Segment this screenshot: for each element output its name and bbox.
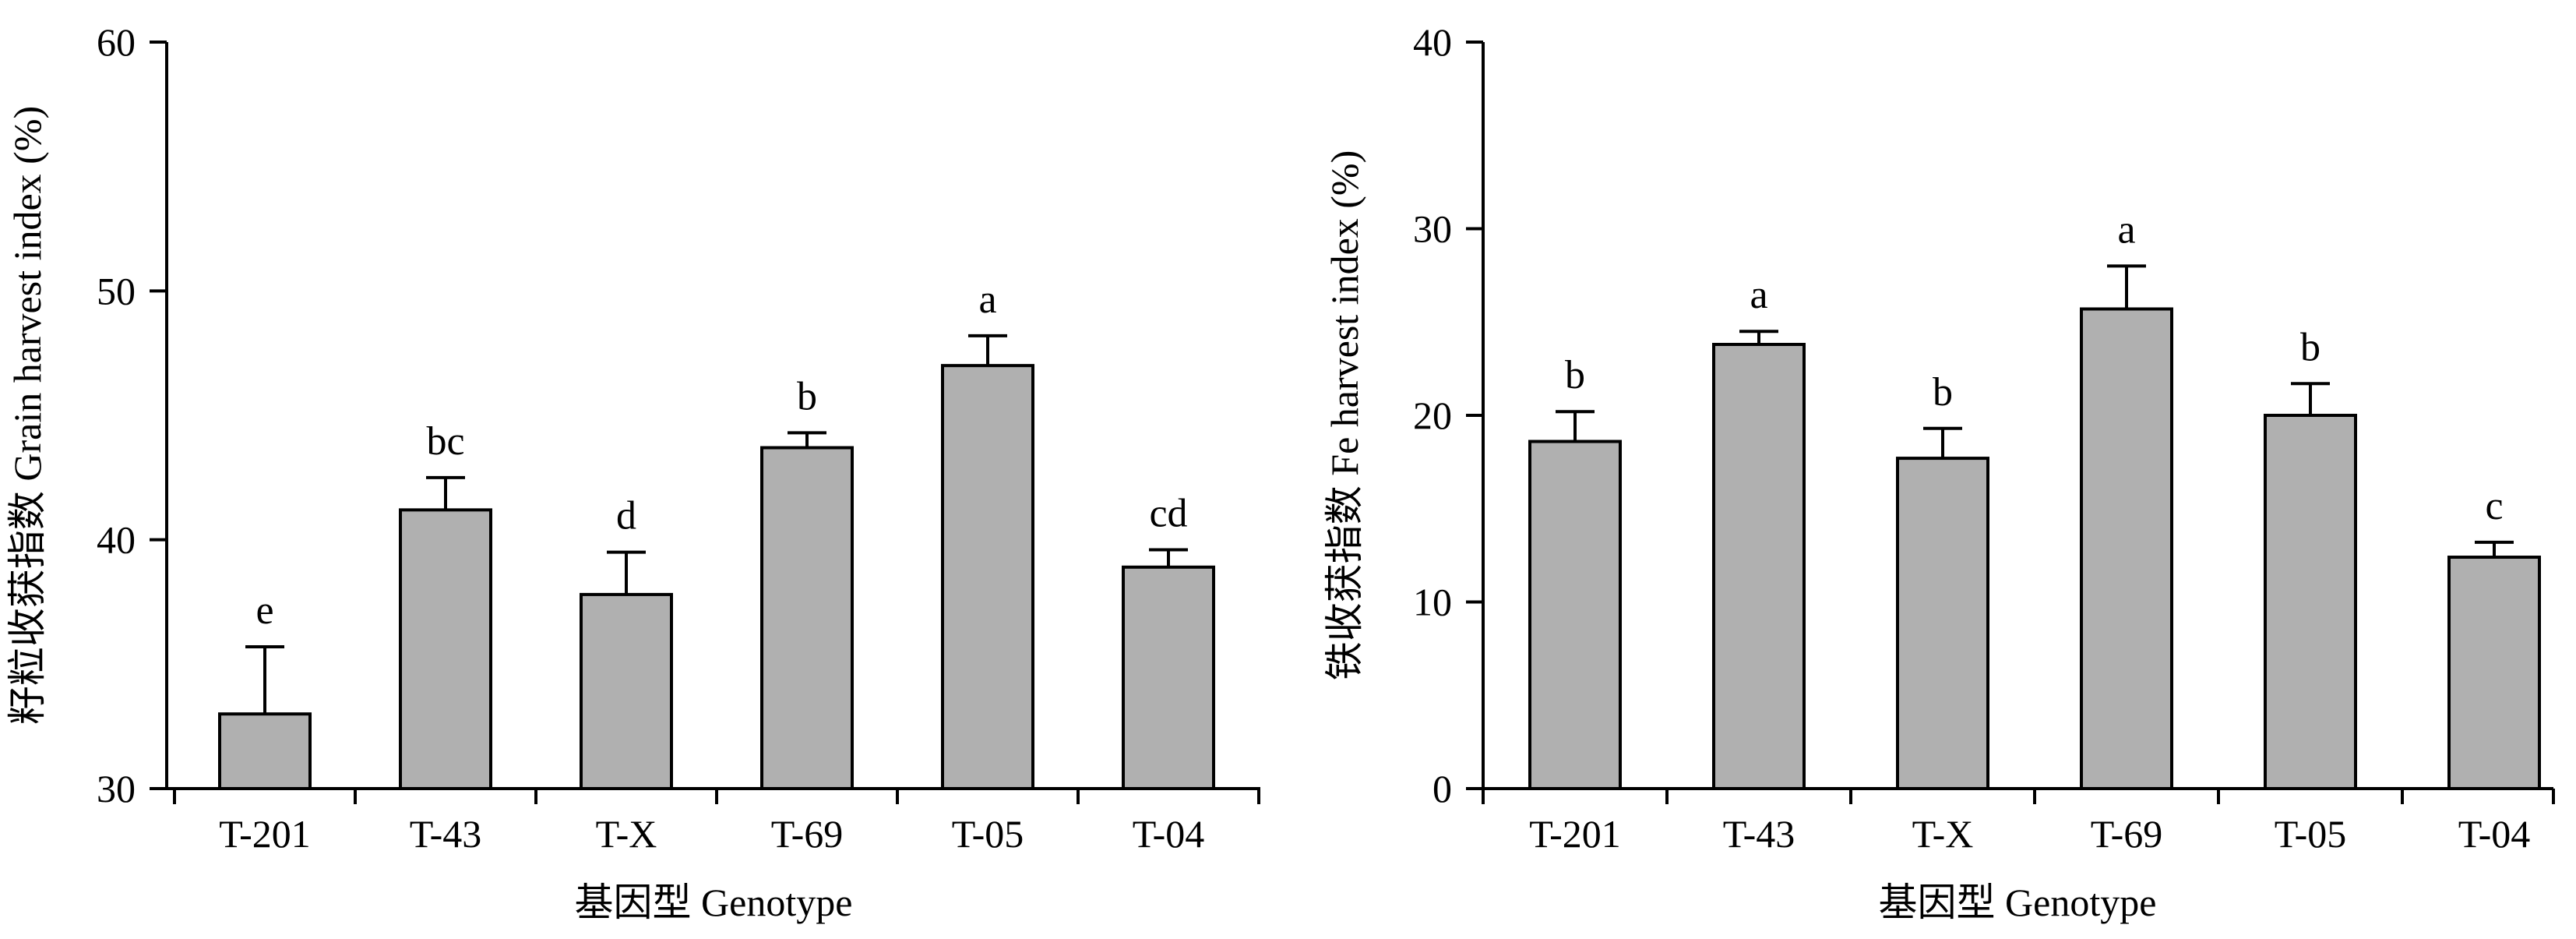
fe-y-tick-label: 40: [1413, 20, 1452, 64]
fe-significance-letter: b: [2300, 325, 2321, 369]
fe-significance-letter: a: [1750, 273, 1767, 317]
grain-category-label: T-201: [219, 812, 311, 856]
fe-significance-letter: c: [2485, 484, 2503, 528]
fe-category-label: T-X: [1912, 812, 1974, 856]
grain-significance-letter: b: [797, 374, 817, 418]
grain-y-axis-label: 籽粒收获指数 Grain harvest index (%): [5, 106, 49, 725]
fe-significance-letter: b: [1933, 370, 1953, 415]
grain-harvest-index-chart: 籽粒收获指数 Grain harvest index (%) 基因型 Genot…: [5, 42, 1260, 924]
grain-y-tick-label: 40: [97, 518, 136, 562]
grain-significance-letter: a: [978, 277, 996, 322]
grain-significance-letter: e: [255, 588, 273, 633]
grain-category-label: T-43: [410, 812, 482, 856]
fe-bar-t-05: [2264, 414, 2357, 790]
grain-bar-t-x: [580, 592, 673, 790]
fe-category-label: T-05: [2275, 812, 2347, 856]
fe-y-tick-label: 30: [1413, 207, 1452, 251]
fe-x-axis-label: 基因型 Genotype: [1879, 881, 2157, 924]
fe-category-label: T-04: [2458, 812, 2531, 856]
grain-category-label: T-04: [1133, 812, 1205, 856]
grain-significance-letter: cd: [1149, 491, 1187, 535]
fe-bar-t-69: [2080, 307, 2173, 790]
fe-category-label: T-43: [1723, 812, 1795, 856]
grain-significance-letter: bc: [426, 419, 464, 464]
fe-y-tick-label: 20: [1413, 394, 1452, 437]
grain-bar-t-69: [760, 446, 854, 790]
fe-y-tick-label: 0: [1432, 767, 1452, 810]
grain-y-tick-label: 30: [97, 767, 136, 810]
grain-category-label: T-X: [596, 812, 657, 856]
grain-significance-letter: d: [616, 494, 636, 538]
fe-bar-t-04: [2447, 556, 2541, 791]
fe-significance-letter: b: [1565, 353, 1585, 397]
fe-y-axis-label: 铁收获指数 Fe harvest index (%): [1323, 150, 1366, 680]
grain-bar-t-43: [399, 508, 492, 790]
grain-bar-t-201: [218, 712, 312, 791]
fe-bar-t-x: [1896, 457, 1989, 791]
fe-harvest-index-chart: 铁收获指数 Fe harvest index (%) 基因型 Genotype: [1323, 42, 2553, 924]
grain-y-tick-label: 50: [97, 269, 136, 312]
grain-category-label: T-05: [952, 812, 1024, 856]
grain-y-tick-label: 60: [97, 20, 136, 64]
fe-significance-letter: a: [2117, 207, 2135, 252]
grain-x-axis-label: 基因型 Genotype: [575, 881, 853, 924]
fe-category-label: T-201: [1529, 812, 1621, 856]
grain-category-label: T-69: [771, 812, 844, 856]
chart-marks: 30405060eT-201bcT-43dT-XbT-69aT-05cdT-04…: [97, 20, 2555, 856]
grain-bar-t-05: [941, 364, 1034, 790]
fe-bar-t-43: [1712, 342, 1806, 790]
grain-bar-t-04: [1122, 565, 1215, 790]
fe-bar-t-201: [1528, 439, 1622, 791]
fe-category-label: T-69: [2091, 812, 2163, 856]
fe-y-tick-label: 10: [1413, 581, 1452, 624]
